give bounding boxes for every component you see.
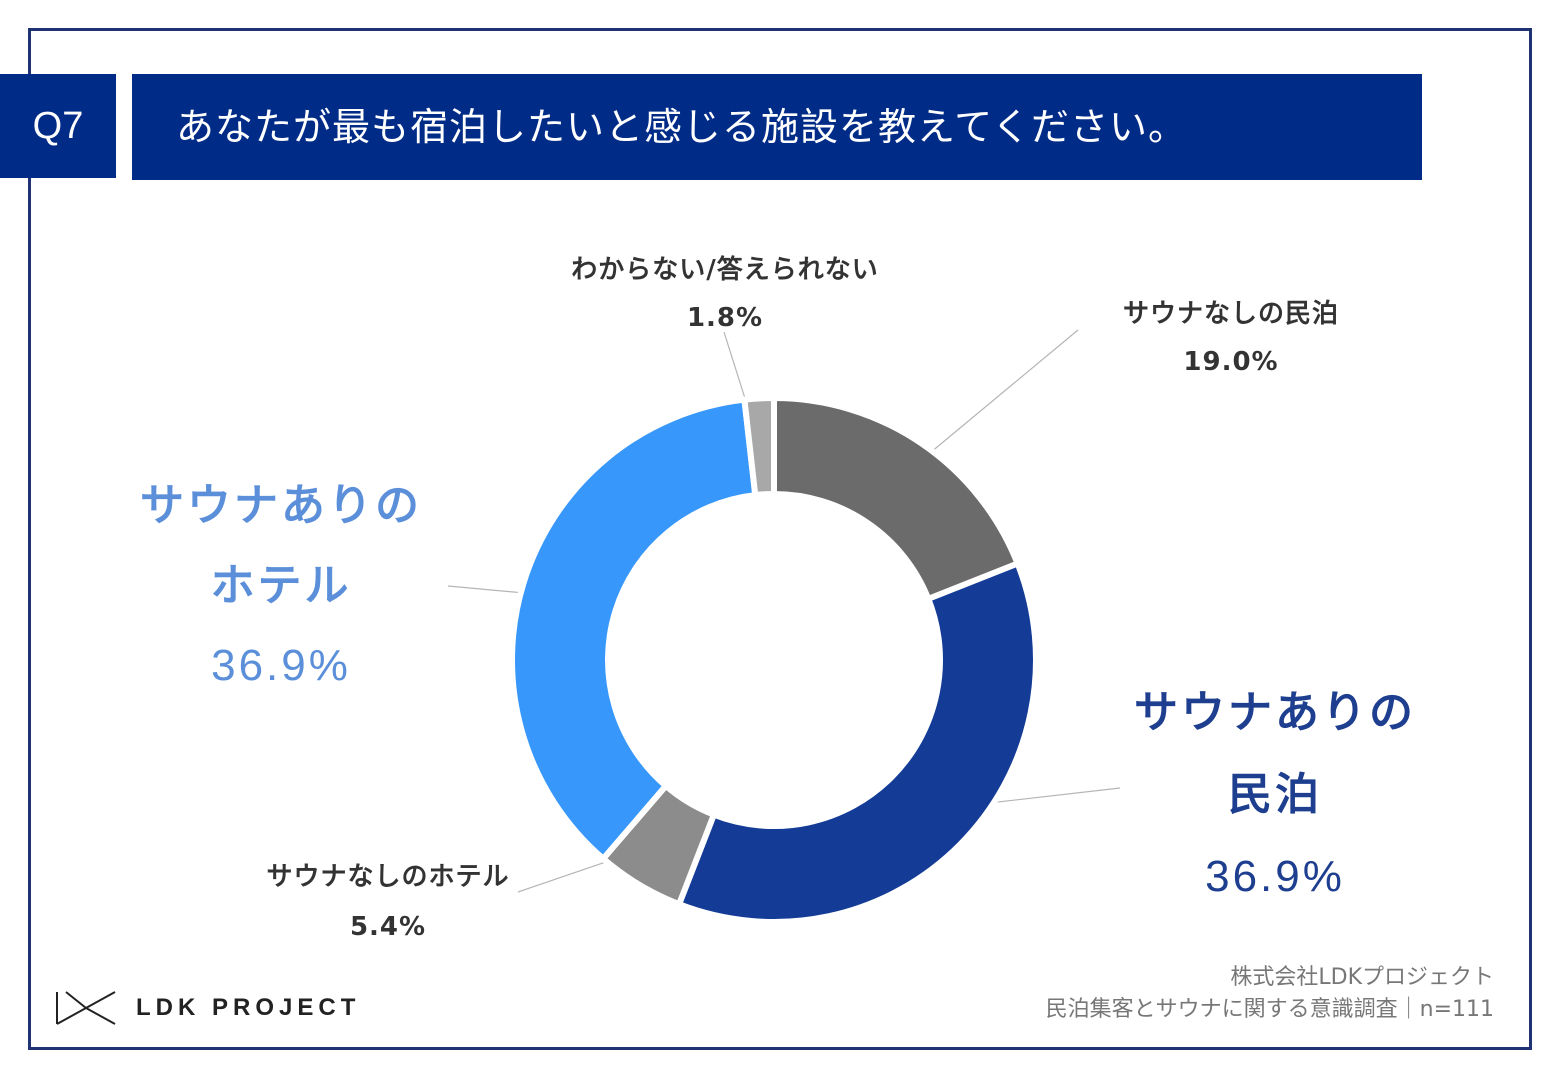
label-wakaranai: わからない/答えられない 1.8% bbox=[550, 246, 900, 342]
ldk-logo-icon bbox=[56, 991, 116, 1025]
donut-slices bbox=[509, 394, 1039, 925]
label-wakaranai-name: わからない/答えられない bbox=[571, 255, 879, 285]
label-saunanashi-hotel-name: サウナなしのホテル bbox=[266, 862, 510, 892]
label-saunaari-minpaku-value: 36.9% bbox=[1205, 852, 1345, 901]
slice-wakaranai bbox=[741, 394, 777, 499]
label-saunaari-hotel: サウナありの ホテル 36.9% bbox=[116, 466, 446, 706]
label-saunanashi-hotel-value: 5.4% bbox=[349, 912, 427, 942]
slice-saunaari-minpaku bbox=[675, 559, 1039, 925]
outer-frame bbox=[28, 28, 1532, 1050]
slice-saunaari-hotel bbox=[509, 396, 759, 863]
label-saunaari-minpaku-line2: 民泊 bbox=[1228, 769, 1322, 820]
source-survey: 民泊集客とサウナに関する意識調査｜n=111 bbox=[1045, 997, 1494, 1022]
logo-text: LDK PROJECT bbox=[136, 994, 361, 1021]
label-saunanashi-minpaku-name: サウナなしの民泊 bbox=[1122, 299, 1339, 329]
slice-saunanashi-minpaku bbox=[771, 394, 1022, 603]
question-title: あなたが最も宿泊したいと感じる施設を教えてください。 bbox=[132, 74, 1422, 180]
ldk-logo: LDK PROJECT bbox=[54, 988, 360, 1028]
label-saunaari-hotel-value: 36.9% bbox=[211, 641, 351, 690]
label-saunaari-hotel-line1: サウナありの bbox=[140, 480, 422, 531]
label-wakaranai-value: 1.8% bbox=[686, 303, 764, 333]
label-saunaari-hotel-line2: ホテル bbox=[210, 560, 352, 611]
label-saunanashi-minpaku-value: 19.0% bbox=[1183, 347, 1279, 377]
label-saunaari-minpaku-line1: サウナありの bbox=[1134, 687, 1416, 738]
label-saunanashi-minpaku: サウナなしの民泊 19.0% bbox=[1100, 290, 1362, 386]
source-note: 株式会社LDKプロジェクト 民泊集客とサウナに関する意識調査｜n=111 bbox=[1046, 962, 1494, 1026]
label-saunaari-minpaku: サウナありの 民泊 36.9% bbox=[1110, 672, 1440, 918]
source-company: 株式会社LDKプロジェクト bbox=[1230, 965, 1494, 990]
question-number-badge: Q7 bbox=[0, 74, 116, 178]
label-saunanashi-hotel: サウナなしのホテル 5.4% bbox=[248, 852, 528, 952]
